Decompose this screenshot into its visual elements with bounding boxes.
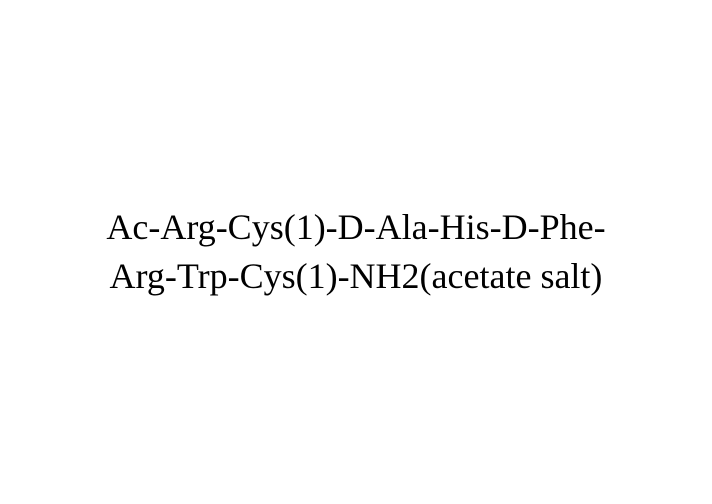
formula-line-2: Arg-Trp-Cys(1)-NH2(acetate salt) bbox=[106, 252, 605, 301]
chemical-formula: Ac-Arg-Cys(1)-D-Ala-His-D-Phe- Arg-Trp-C… bbox=[86, 203, 625, 300]
formula-line-1: Ac-Arg-Cys(1)-D-Ala-His-D-Phe- bbox=[106, 203, 605, 252]
